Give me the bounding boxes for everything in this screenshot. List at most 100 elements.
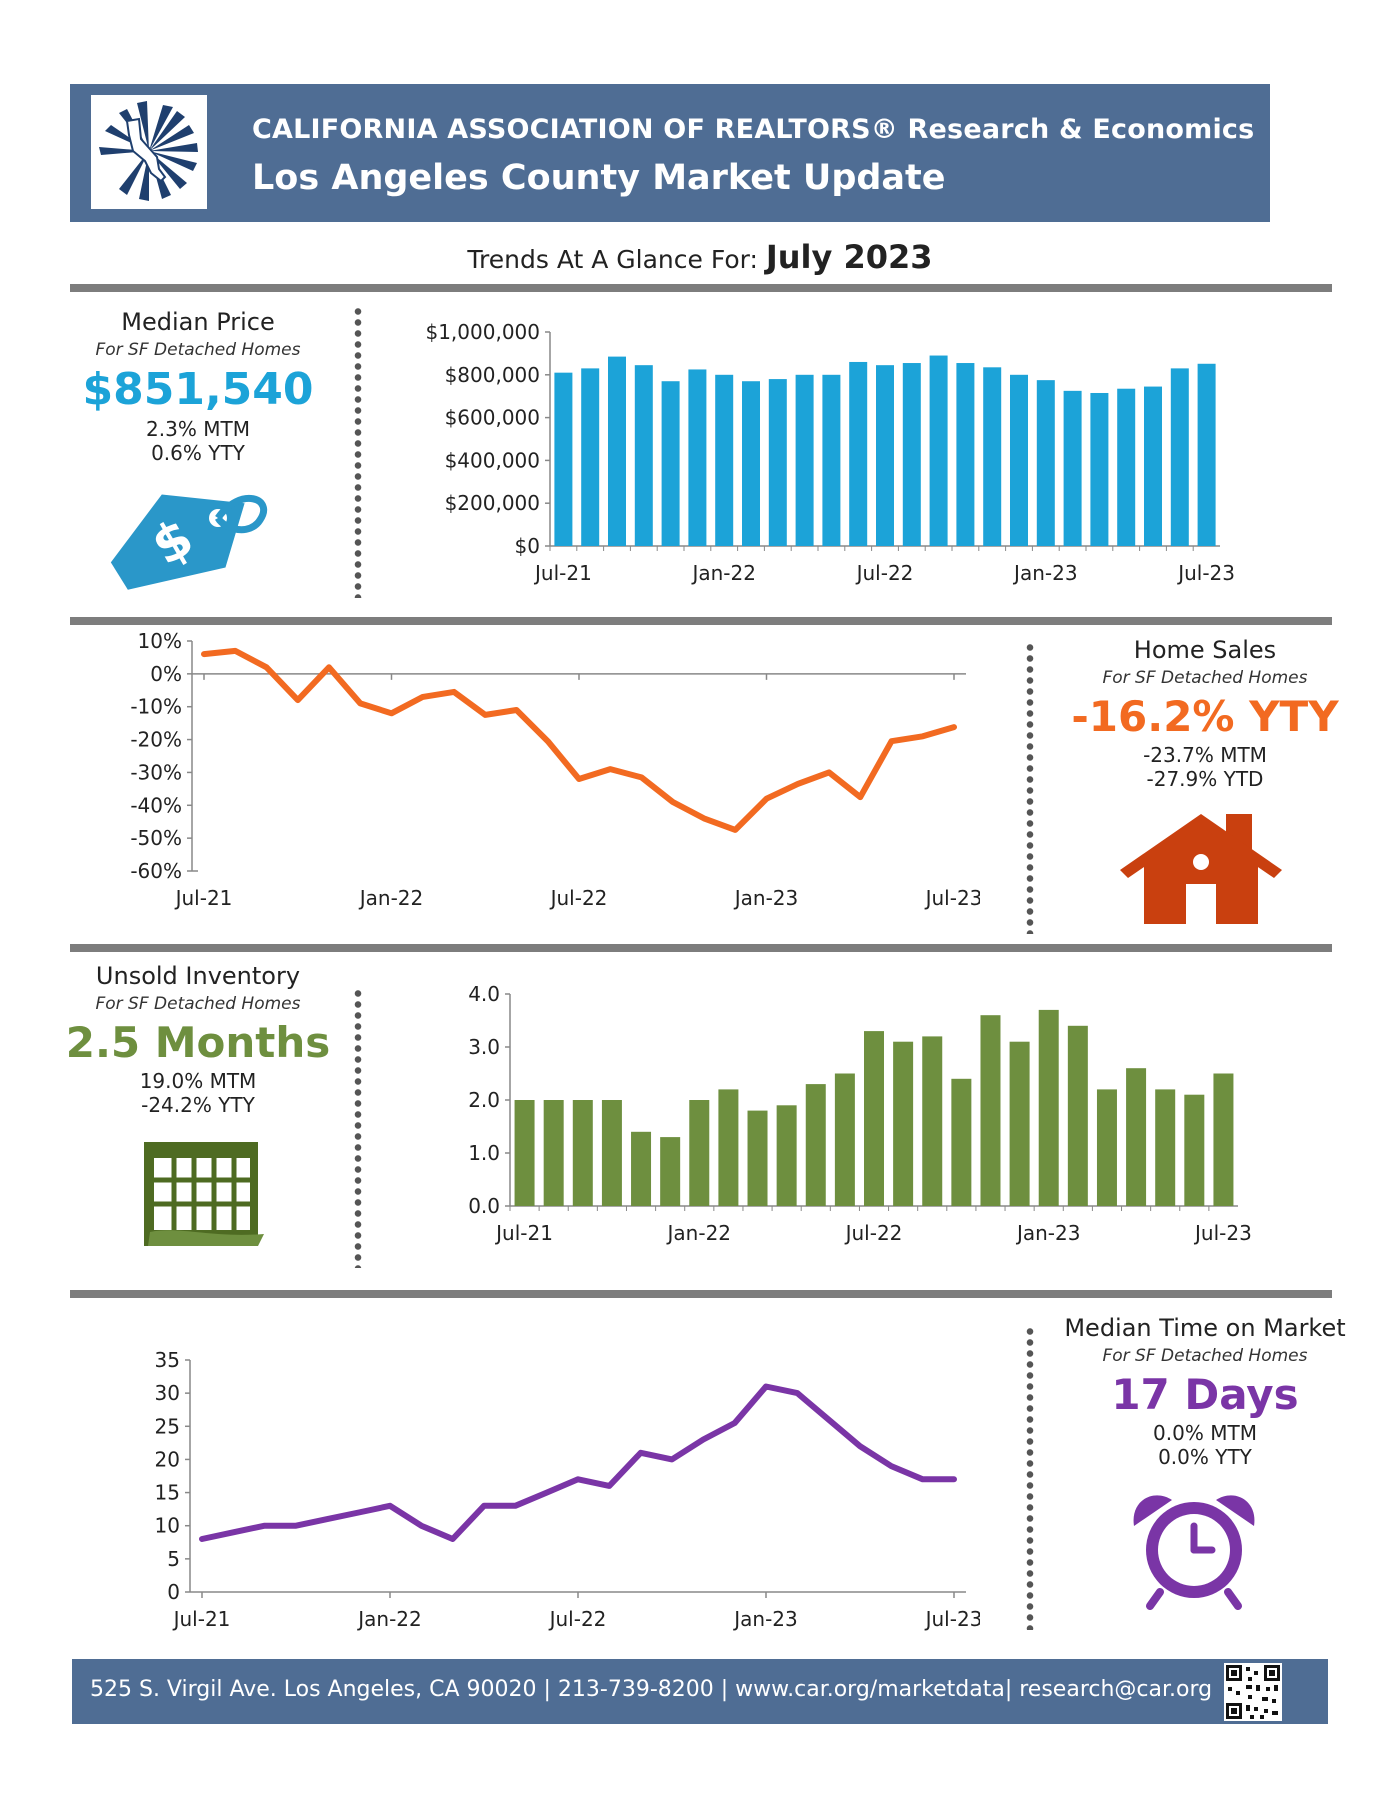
bar: [805, 1084, 826, 1206]
bar: [956, 363, 975, 546]
y-tick-label: $600,000: [445, 406, 540, 430]
calendar-icon: [140, 1134, 270, 1254]
bar: [634, 365, 653, 546]
time-on-market-panel: Median Time on Market For SF Detached Ho…: [1055, 1314, 1355, 1469]
median-price-value: $851,540: [82, 364, 314, 415]
bar: [1155, 1089, 1176, 1206]
data-point: [857, 794, 863, 800]
bar: [554, 372, 573, 546]
y-tick-label: 30: [155, 1381, 180, 1405]
y-tick-label: 0%: [150, 662, 182, 686]
x-tick-label: Jul-21: [494, 1221, 553, 1245]
divider: [70, 1290, 1332, 1298]
data-point: [795, 781, 801, 787]
data-point: [264, 664, 269, 670]
data-point: [951, 724, 957, 730]
data-point: [670, 799, 676, 805]
trend-period: July 2023: [765, 238, 933, 276]
y-tick-label: 4.0: [468, 982, 500, 1006]
time-on-market-mtm: 0.0% MTM: [1153, 1421, 1257, 1445]
x-tick-label: Jan-23: [733, 886, 799, 910]
bar: [1036, 380, 1055, 546]
data-point: [576, 776, 582, 782]
bar: [1197, 363, 1216, 546]
y-tick-label: 0: [167, 1580, 180, 1604]
x-tick-label: Jan-22: [666, 1221, 732, 1245]
inventory-yty: -24.2% YTY: [141, 1093, 255, 1117]
y-tick-label: -50%: [130, 826, 182, 850]
bar: [876, 365, 894, 546]
y-tick-label: 0.0: [468, 1194, 500, 1218]
data-point: [201, 651, 207, 657]
data-point: [826, 769, 832, 775]
bar: [543, 1100, 564, 1206]
median-price-subtitle: For SF Detached Homes: [95, 340, 301, 360]
bar: [581, 368, 600, 546]
bar: [929, 355, 948, 546]
x-tick-label: Jan-22: [356, 1607, 422, 1631]
data-point: [481, 1503, 487, 1509]
data-point: [544, 1490, 550, 1496]
data-point: [669, 1456, 675, 1462]
data-point: [420, 694, 426, 700]
y-tick-label: 1.0: [468, 1141, 500, 1165]
bar: [1096, 1089, 1117, 1206]
data-point: [763, 1384, 769, 1390]
bar: [1010, 374, 1028, 546]
y-tick-label: 10: [155, 1514, 180, 1538]
bar: [980, 1015, 1001, 1206]
home-sales-mtm: -23.7% MTM: [1143, 743, 1267, 767]
x-tick-label: Jul-23: [924, 1607, 980, 1631]
bar: [742, 381, 760, 546]
median-price-title: Median Price: [121, 308, 275, 336]
bar: [661, 381, 680, 546]
price-tag-icon: $: [100, 480, 270, 604]
bar: [688, 369, 707, 546]
x-tick-label: Jul-21: [172, 1607, 231, 1631]
y-tick-label: $0: [515, 534, 540, 558]
bar: [864, 1031, 884, 1206]
dotted-divider: [354, 988, 362, 1268]
y-tick-label: 5: [167, 1547, 180, 1571]
time-on-market-value: 17 Days: [1111, 1370, 1299, 1419]
y-tick-label: 15: [155, 1481, 180, 1505]
bar: [747, 1110, 768, 1206]
data-point: [389, 710, 394, 716]
bar: [951, 1078, 972, 1206]
median-price-panel: Median Price For SF Detached Homes $851,…: [48, 308, 348, 465]
data-point: [889, 738, 894, 744]
data-point: [606, 1483, 612, 1489]
median-price-yty: 0.6% YTY: [151, 441, 245, 465]
qr-code-icon[interactable]: [1224, 1663, 1282, 1721]
bar: [822, 374, 841, 546]
time-on-market-chart: 0 5 10 15 20 25 30 35 Jul-21 Jan-22 Jul-22 Jan-23 Ju…: [155, 1348, 980, 1631]
bar: [1063, 390, 1082, 546]
bar: [795, 374, 814, 546]
bar: [834, 1073, 855, 1206]
data-point: [199, 1536, 205, 1542]
y-tick-label: 25: [155, 1414, 180, 1438]
data-point: [451, 689, 457, 695]
x-tick-label: Jan-22: [358, 886, 424, 910]
data-point: [700, 1437, 706, 1443]
x-tick-label: Jul-21: [533, 561, 592, 585]
inventory-mtm: 19.0% MTM: [139, 1069, 257, 1093]
y-tick-label: $800,000: [445, 363, 540, 387]
data-point: [418, 1523, 424, 1529]
data-point: [514, 707, 519, 713]
time-on-market-title: Median Time on Market: [1064, 1314, 1346, 1342]
bar: [893, 1041, 914, 1206]
data-point: [575, 1476, 581, 1482]
data-point: [732, 1420, 738, 1426]
x-tick-label: Jul-22: [549, 886, 608, 910]
bar: [660, 1137, 681, 1206]
home-sales-panel: Home Sales For SF Detached Homes -16.2% …: [1055, 636, 1355, 791]
data-point: [638, 1450, 644, 1456]
x-tick-label: Jul-23: [924, 886, 980, 910]
home-sales-ytd: -27.9% YTD: [1146, 767, 1264, 791]
data-point: [295, 697, 301, 703]
bar: [514, 1100, 535, 1206]
dotted-divider: [1026, 642, 1034, 934]
trend-prefix: Trends At A Glance For:: [467, 245, 758, 274]
y-tick-label: -30%: [130, 760, 182, 784]
